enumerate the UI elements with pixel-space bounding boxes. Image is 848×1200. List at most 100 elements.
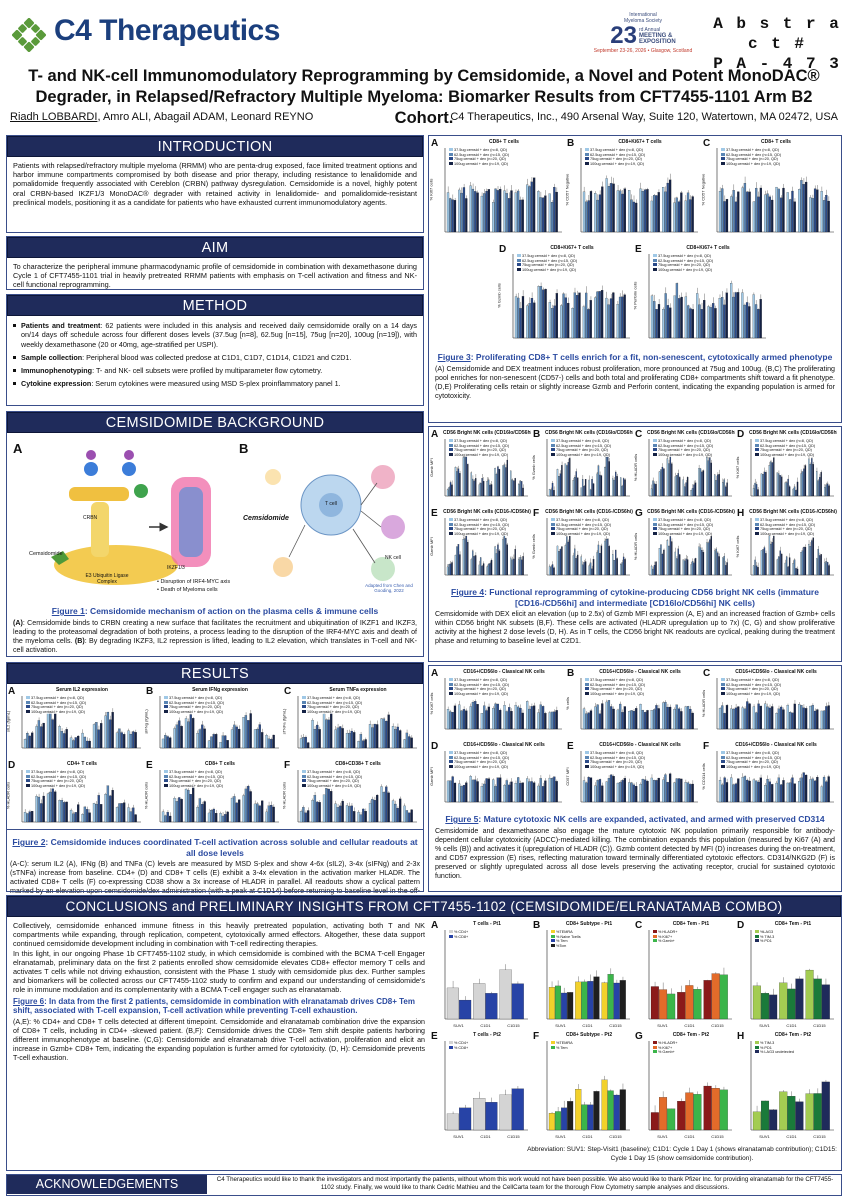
bar [732, 296, 735, 339]
bar [778, 556, 780, 576]
legend-label: 62.5ug cemsid + dex (n=15, QD) [454, 443, 510, 448]
bar [462, 457, 465, 497]
bar [226, 740, 229, 749]
legend-label: 37.5ug cemsid + dex (n=8, QD) [522, 254, 575, 258]
bar [709, 457, 711, 497]
bar [473, 1098, 486, 1131]
bar [548, 566, 551, 576]
legend-item: 75ug cemsid + dex (n=20, QD) [26, 779, 86, 784]
legend-item: 37.5ug cemsid + dex (n=8, QD) [721, 751, 781, 756]
legend-label: 62.5ug cemsid + dex (n=15, QD) [556, 443, 612, 448]
legend-label: 62.5ug cemsid + dex (n=15, QD) [760, 522, 816, 527]
bar [376, 794, 379, 823]
y-axis-label: sTNFa (fg/mL) [281, 708, 287, 735]
bar [721, 297, 724, 339]
legend-item: 100ug cemsid + dex (n=19, QD) [653, 452, 713, 458]
bar [483, 783, 486, 803]
bar [808, 458, 810, 497]
bar [825, 561, 827, 576]
bar [109, 795, 112, 823]
bar [587, 712, 590, 730]
chart-svg [21, 770, 141, 823]
bar [81, 814, 84, 823]
chart-svg [297, 696, 417, 749]
bar [180, 799, 183, 823]
chart-legend: 37.5ug cemsid + dex (n=8, QD) 62.5ug cems… [26, 696, 87, 715]
bar [530, 181, 533, 233]
bar [464, 456, 466, 497]
bar [230, 729, 234, 749]
legend-label: 100ug cemsid + dex (n=19, QD) [454, 764, 509, 769]
legend-swatch [164, 709, 168, 713]
y-axis-label: sIL2 (fg/mL) [5, 710, 11, 733]
legend-label: 100ug cemsid + dex (n=19, QD) [454, 452, 509, 457]
legend-item: 100ug cemsid + dex (n=19, QD) [755, 531, 815, 537]
bar [203, 801, 206, 823]
method-item-text: : T- and NK- cell subsets were profiled … [92, 366, 323, 376]
chart-title: CD16+/CD56lo - Classical NK cells [599, 742, 681, 748]
legend-swatch [585, 764, 589, 768]
bar [550, 566, 552, 576]
bar [272, 734, 275, 749]
bar [596, 473, 598, 497]
bar [519, 783, 522, 803]
legend-swatch [551, 939, 555, 943]
bar [673, 709, 676, 730]
bar [685, 1092, 694, 1131]
figure-title-text: : Cemsidomide induces coordinated T-cell… [45, 837, 418, 858]
legend-swatch [755, 1041, 759, 1044]
bar [517, 777, 520, 803]
legend-swatch [755, 531, 759, 535]
bar [691, 196, 694, 233]
bar [673, 202, 676, 233]
bar [465, 710, 468, 730]
bar [668, 463, 670, 497]
panel-letter: E [567, 741, 574, 752]
bar [755, 187, 758, 233]
background-section: CEMSIDOMIDE BACKGROUND A B Cemsidomide E… [6, 411, 424, 657]
legend-label: 62.5ug cemsid + dex (n=15, QD) [454, 755, 510, 760]
legend-label: 37.5ug cemsid + dex (n=8, QD) [760, 439, 813, 443]
bar [828, 565, 830, 576]
bar [391, 726, 395, 749]
bar [616, 476, 618, 497]
bar [495, 553, 498, 576]
bar [371, 727, 374, 749]
bar [348, 732, 351, 749]
legend-item: 62.5ug cemsid + dex (n=15, QD) [755, 522, 816, 528]
bar [554, 1111, 561, 1131]
chart-legend: %TEMRA% Tem [551, 1041, 573, 1051]
bar [532, 705, 536, 730]
bar [757, 781, 760, 803]
bar [604, 467, 606, 497]
legend-label: 75ug cemsid + dex (n=20, QD) [169, 779, 221, 784]
legend-swatch [653, 531, 657, 535]
bar [601, 982, 608, 1020]
legend-item: 100ug cemsid + dex (n=19, QD) [449, 452, 509, 458]
legend-label: 100ug cemsid + dex (n=19, QD) [454, 691, 509, 696]
legend-swatch [449, 682, 453, 686]
bar [311, 800, 314, 823]
bar [196, 807, 199, 823]
chart-svg [716, 148, 834, 233]
bar [760, 550, 763, 576]
bar [307, 810, 310, 823]
bar [129, 811, 133, 823]
legend-label: % TIM-3 [760, 1041, 775, 1045]
bar [196, 733, 199, 749]
legend-label: 62.5ug cemsid + dex (n=15, QD) [658, 522, 714, 527]
bar [768, 196, 771, 233]
panel-letter: F [533, 508, 540, 519]
legend-label: 75ug cemsid + dex (n=20, QD) [760, 448, 812, 453]
legend-label: 62.5ug cemsid + dex (n=15, QD) [31, 774, 87, 779]
bar [800, 777, 803, 803]
bar [678, 298, 681, 339]
bar [446, 780, 450, 803]
bar [467, 541, 469, 576]
bar [587, 309, 590, 339]
y-axis-label: % Gzmb cells [530, 454, 536, 480]
bar [544, 780, 547, 803]
bar [746, 779, 749, 803]
bar [622, 478, 625, 497]
bar [803, 546, 805, 576]
